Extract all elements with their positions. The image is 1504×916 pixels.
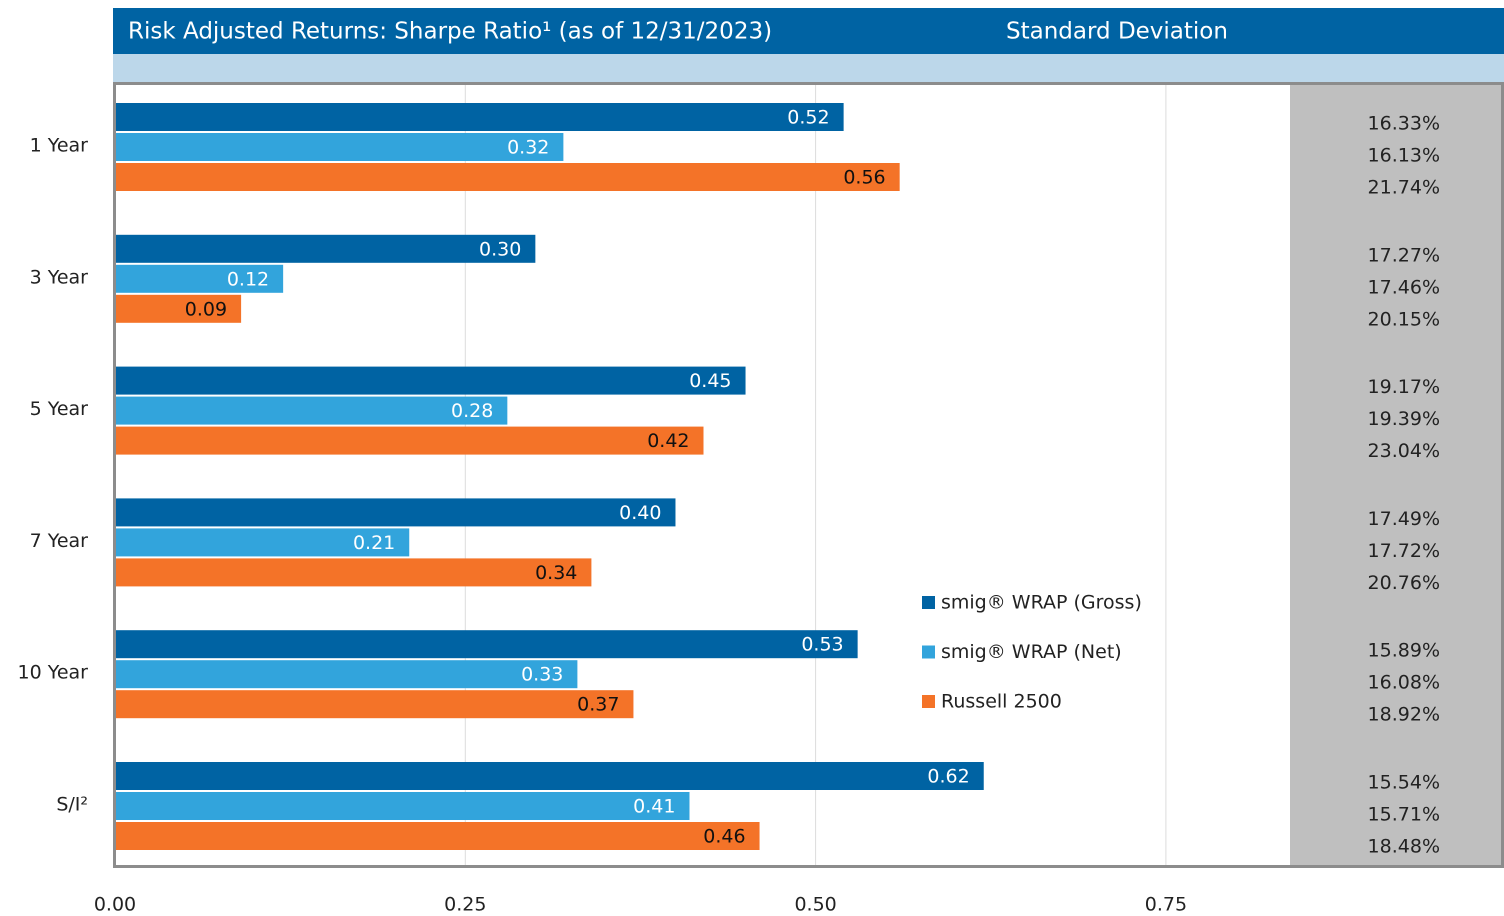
bar — [115, 294, 242, 323]
std-dev-panel — [1290, 84, 1504, 866]
std-dev-value: 19.17% — [1368, 376, 1440, 398]
bar-value-label: 0.46 — [703, 826, 745, 848]
std-dev-value: 23.04% — [1368, 440, 1440, 462]
bar-value-label: 0.32 — [507, 137, 549, 159]
bar-value-label: 0.09 — [185, 298, 227, 320]
category-label: 10 Year — [18, 662, 89, 684]
bar-value-label: 0.28 — [451, 400, 493, 422]
bar — [115, 558, 592, 587]
legend-swatch — [922, 596, 935, 609]
bar-value-label: 0.21 — [353, 532, 395, 554]
std-dev-title: Standard Deviation — [1006, 19, 1228, 45]
bar-value-label: 0.41 — [633, 796, 675, 818]
x-tick-label: 0.00 — [94, 894, 136, 916]
legend-label: smig® WRAP (Net) — [941, 641, 1122, 663]
bar — [115, 630, 858, 659]
bar — [115, 660, 578, 689]
std-dev-value: 20.15% — [1368, 308, 1440, 330]
header-strip — [113, 54, 1504, 82]
std-dev-value: 20.76% — [1368, 572, 1440, 594]
legend-label: Russell 2500 — [941, 691, 1062, 713]
legend-swatch — [922, 645, 935, 659]
bar-value-label: 0.37 — [577, 694, 619, 716]
bar-value-label: 0.42 — [647, 430, 689, 452]
bar — [115, 366, 746, 395]
x-tick-label: 0.25 — [444, 894, 486, 916]
bar-value-label: 0.52 — [787, 107, 829, 129]
legend-swatch — [922, 695, 935, 708]
category-label: 5 Year — [30, 398, 89, 420]
std-dev-value: 15.54% — [1368, 772, 1440, 794]
std-dev-value: 15.89% — [1368, 640, 1440, 662]
category-label: 1 Year — [30, 135, 89, 157]
std-dev-value: 18.48% — [1368, 836, 1440, 858]
header-bar — [113, 8, 1504, 54]
bar-value-label: 0.53 — [801, 634, 843, 656]
x-tick-label: 0.75 — [1145, 894, 1187, 916]
category-label: 7 Year — [30, 530, 89, 552]
bar — [115, 103, 844, 131]
bar — [115, 396, 508, 425]
std-dev-value: 17.27% — [1368, 244, 1440, 266]
bar — [115, 762, 984, 790]
plot-frame — [113, 82, 1504, 868]
std-dev-value: 17.72% — [1368, 540, 1440, 562]
bar — [115, 792, 690, 820]
bar — [115, 498, 676, 527]
bar-value-label: 0.45 — [689, 370, 731, 392]
std-dev-value: 15.71% — [1368, 804, 1440, 826]
bar-value-label: 0.34 — [535, 562, 577, 584]
bar-value-label: 0.12 — [227, 268, 269, 290]
std-dev-value: 17.49% — [1368, 508, 1440, 530]
bar — [115, 163, 900, 191]
std-dev-value: 16.13% — [1368, 145, 1440, 167]
bar-value-label: 0.40 — [619, 502, 661, 524]
category-label: 3 Year — [30, 266, 89, 288]
bar-value-label: 0.62 — [927, 766, 969, 788]
std-dev-value: 18.92% — [1368, 704, 1440, 726]
std-dev-value: 16.08% — [1368, 672, 1440, 694]
bar — [115, 690, 634, 719]
std-dev-value: 16.33% — [1368, 113, 1440, 135]
std-dev-value: 17.46% — [1368, 276, 1440, 298]
bar — [115, 528, 410, 557]
bar-value-label: 0.56 — [843, 167, 885, 189]
marks: 0.52 0.32 0.56 0.30 0.120.09 0.45 0.28 0.42 0.40… — [115, 103, 984, 850]
x-tick-label: 0.50 — [794, 894, 836, 916]
bar — [115, 426, 704, 455]
bar — [115, 133, 564, 161]
std-dev-value: 21.74% — [1368, 177, 1440, 199]
chart-title: Risk Adjusted Returns: Sharpe Ratio¹ (as… — [128, 19, 772, 45]
category-label: S/I² — [56, 794, 88, 816]
legend-label: smig® WRAP (Gross) — [941, 592, 1142, 614]
bar — [115, 264, 284, 293]
std-dev-value: 19.39% — [1368, 408, 1440, 430]
bar-value-label: 0.30 — [479, 238, 521, 260]
grid — [464, 84, 1167, 866]
bar — [115, 822, 760, 850]
bar — [115, 234, 536, 263]
bar-value-label: 0.33 — [521, 664, 563, 686]
